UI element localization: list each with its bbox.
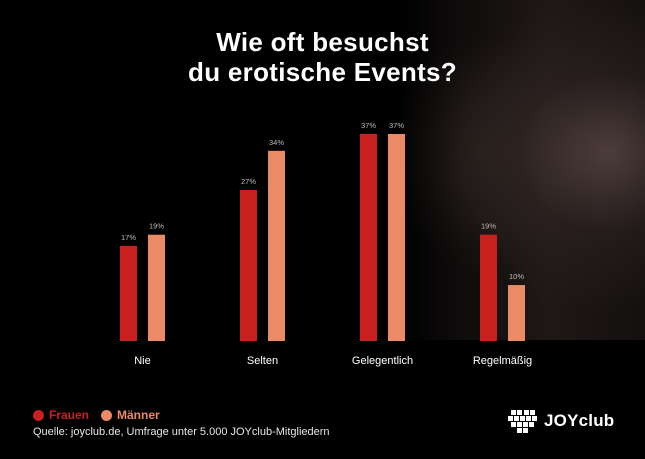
data-label-selten-frauen: 27% bbox=[241, 177, 256, 186]
legend-label-maenner: Männer bbox=[117, 408, 160, 422]
bar-nie-frauen bbox=[120, 245, 137, 341]
bar-gelegentlich-maenner bbox=[388, 134, 405, 341]
bar-selten-frauen bbox=[240, 189, 257, 341]
bar-gelegentlich-frauen bbox=[360, 134, 377, 341]
legend-item-maenner: Männer bbox=[101, 408, 160, 422]
category-label-0: Nie bbox=[134, 355, 151, 367]
brand-name: JOYclub bbox=[544, 411, 615, 430]
legend-item-frauen: Frauen bbox=[33, 408, 89, 422]
heart-logo-icon bbox=[508, 410, 537, 433]
source-note: Quelle: joyclub.de, Umfrage unter 5.000 … bbox=[33, 426, 330, 438]
legend-dot-maenner bbox=[101, 409, 113, 421]
category-label-3: Regelmäßig bbox=[473, 355, 532, 367]
category-label-2: Gelegentlich bbox=[352, 355, 413, 367]
background-photo bbox=[400, 0, 645, 340]
data-label-regelmäßig-frauen: 19% bbox=[481, 222, 496, 231]
data-label-gelegentlich-frauen: 37% bbox=[361, 121, 376, 130]
data-label-nie-maenner: 19% bbox=[149, 222, 164, 231]
data-label-regelmäßig-maenner: 10% bbox=[509, 272, 524, 281]
data-label-gelegentlich-maenner: 37% bbox=[389, 121, 404, 130]
bar-nie-maenner bbox=[148, 234, 165, 341]
bar-selten-maenner bbox=[268, 150, 285, 341]
legend-dot-frauen bbox=[33, 409, 44, 421]
bar-regelmäßig-maenner bbox=[508, 285, 525, 341]
data-label-selten-maenner: 34% bbox=[269, 138, 284, 147]
legend: Frauen Männer bbox=[33, 408, 172, 422]
brand-logo: JOYclub bbox=[508, 408, 614, 434]
category-label-1: Selten bbox=[247, 355, 278, 367]
chart-title-line1: Wie oft besuchst bbox=[216, 27, 429, 57]
bar-regelmäßig-frauen bbox=[480, 234, 497, 341]
legend-label-frauen: Frauen bbox=[49, 408, 90, 422]
chart-title-line2: du erotische Events? bbox=[188, 57, 457, 87]
data-label-nie-frauen: 17% bbox=[121, 233, 136, 242]
